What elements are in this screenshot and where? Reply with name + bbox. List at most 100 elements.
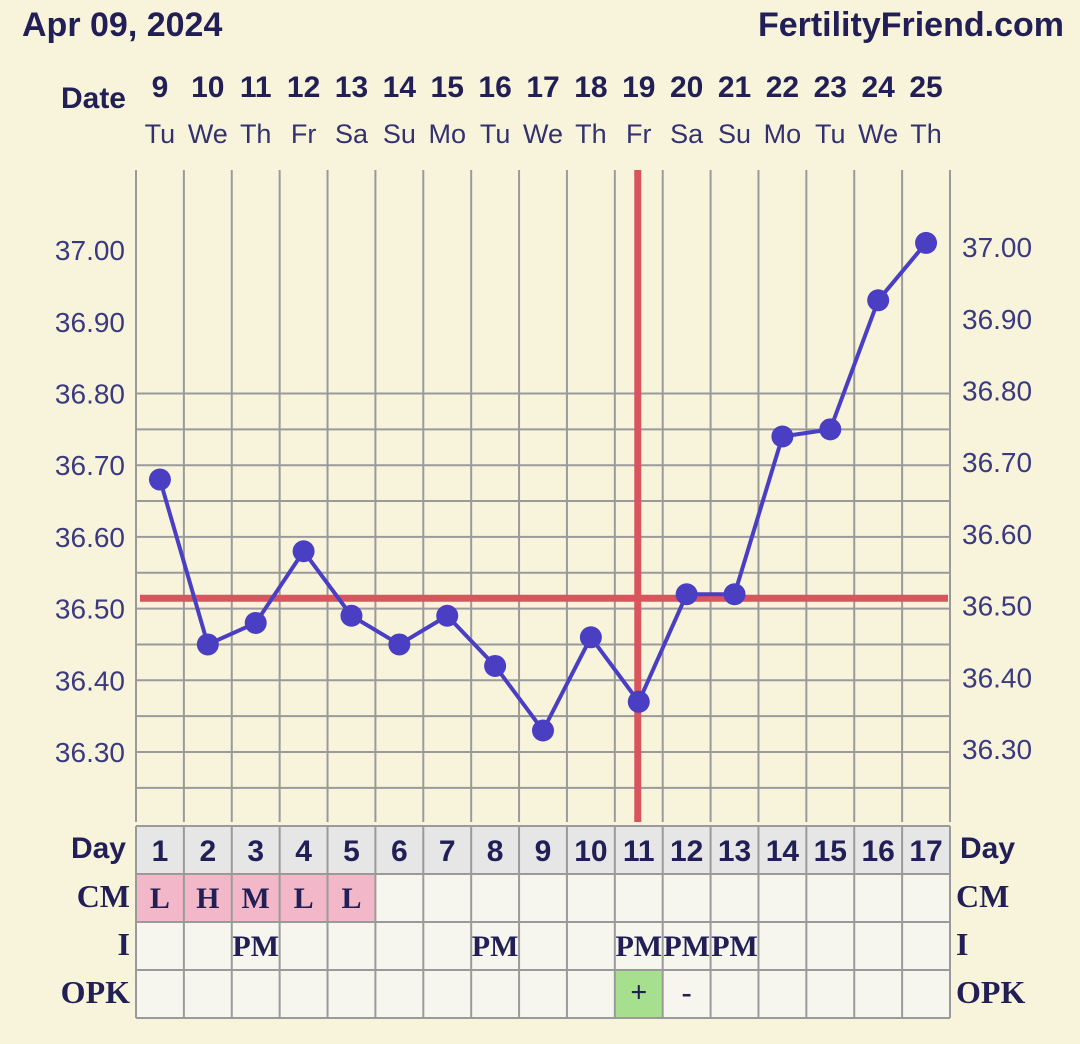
date-label: 17 <box>526 71 559 104</box>
table-cell-bg <box>136 970 184 1018</box>
day-cell-bg <box>758 826 807 874</box>
temperature-point <box>148 468 171 491</box>
cycle-day-label: 3 <box>247 835 264 868</box>
cm-value: L <box>341 882 361 915</box>
table-cell-bg <box>758 874 807 922</box>
opk-value: + <box>630 976 647 1009</box>
intercourse-value: PM <box>472 930 519 963</box>
table-cell-bg <box>806 922 855 970</box>
table-cell-bg <box>710 970 759 1018</box>
weekday-label: Th <box>575 119 607 149</box>
table-cell-bg <box>183 970 232 1018</box>
weekday-label: We <box>523 119 563 149</box>
table-cell-bg <box>902 874 950 922</box>
table-cell-bg <box>423 874 472 922</box>
day-row-label-left: Day <box>71 832 126 865</box>
cm-value: M <box>242 882 270 915</box>
cycle-day-label: 16 <box>861 835 894 868</box>
table-cell-bg <box>566 874 615 922</box>
weekday-label: Tu <box>145 119 176 149</box>
table-cell-bg <box>279 922 328 970</box>
day-cell-bg <box>279 826 328 874</box>
temperature-series <box>148 231 938 742</box>
weekday-label: Tu <box>815 119 846 149</box>
temperature-point <box>484 654 507 677</box>
day-cell-bg <box>231 826 280 874</box>
y-tick-label-right: 37.00 <box>962 232 1032 263</box>
table-cell-bg <box>375 922 424 970</box>
weekday-label: Th <box>240 119 272 149</box>
table-cell-bg <box>231 874 280 922</box>
date-label: 23 <box>814 71 847 104</box>
table-cell-bg <box>902 922 950 970</box>
table-cell-bg <box>279 970 328 1018</box>
temperature-point <box>675 583 698 606</box>
temperature-point <box>819 418 842 441</box>
y-tick-label-right: 36.90 <box>962 304 1032 335</box>
day-cell-bg <box>806 826 855 874</box>
table-cell-bg <box>662 922 711 970</box>
y-tick-label-right: 36.50 <box>962 591 1032 622</box>
weekday-label: Mo <box>764 119 802 149</box>
opk-row-label-left: OPK <box>61 974 130 1010</box>
day-cell-bg <box>710 826 759 874</box>
day-cell-bg <box>902 826 950 874</box>
day-cell-bg <box>614 826 663 874</box>
cycle-day-label: 4 <box>295 835 312 868</box>
day-cell-bg <box>183 826 232 874</box>
date-label: 18 <box>574 71 607 104</box>
table-cell-bg <box>136 874 184 922</box>
table-cell-bg <box>231 922 280 970</box>
cm-value: H <box>196 882 219 915</box>
temperature-point <box>196 633 219 656</box>
cycle-day-label: 1 <box>152 835 169 868</box>
table-cell-bg <box>662 874 711 922</box>
temperature-point <box>244 611 267 634</box>
date-label: 16 <box>478 71 511 104</box>
y-tick-label-right: 36.30 <box>962 734 1032 765</box>
chart-grid <box>135 170 951 822</box>
cycle-day-label: 8 <box>487 835 504 868</box>
weekday-label: Fr <box>626 119 651 149</box>
cycle-day-label: 17 <box>909 835 942 868</box>
cycle-day-label: 13 <box>718 835 751 868</box>
day-cell-bg <box>566 826 615 874</box>
intercourse-value: PM <box>711 930 758 963</box>
date-label: 12 <box>287 71 320 104</box>
cycle-day-label: 14 <box>766 835 800 868</box>
temperature-point <box>436 604 459 627</box>
table-cell-bg <box>327 874 376 922</box>
opk-value: - <box>682 976 692 1009</box>
cm-value: L <box>150 882 170 915</box>
date-label: 25 <box>909 71 942 104</box>
cycle-day-label: 7 <box>439 835 456 868</box>
i-row-label-right: I <box>956 926 968 962</box>
table-cell-bg <box>471 922 520 970</box>
intercourse-value: PM <box>232 930 279 963</box>
temperature-point <box>292 540 315 563</box>
table-cell-bg <box>902 970 950 1018</box>
temperature-line <box>158 241 928 733</box>
day-cell-bg <box>519 826 567 874</box>
table-cell-bg <box>375 874 424 922</box>
intercourse-value: PM <box>615 930 662 963</box>
weekday-label: Su <box>383 119 416 149</box>
y-tick-label-right: 36.40 <box>962 662 1032 693</box>
weekday-label: Su <box>718 119 751 149</box>
table-cell-bg <box>806 970 855 1018</box>
cycle-day-label: 6 <box>391 835 408 868</box>
weekday-label: Fr <box>291 119 316 149</box>
temperature-point <box>867 289 890 312</box>
day-cell-bg <box>136 826 184 874</box>
observation-table: 1 2 3 4 5 6 7 8 9 10 11 12 13 14 15 16 17L H M L LPM PM PM PM PM… <box>135 825 951 1019</box>
table-cell-bg <box>375 970 424 1018</box>
weekday-label: Sa <box>335 119 369 149</box>
table-cell-bg <box>519 874 567 922</box>
cycle-day-label: 15 <box>814 835 847 868</box>
table-cell-bg <box>758 922 807 970</box>
day-cell-bg <box>471 826 520 874</box>
y-tick-label-left: 36.40 <box>55 665 125 696</box>
temperature-point <box>388 633 411 656</box>
date-label: 13 <box>335 71 368 104</box>
